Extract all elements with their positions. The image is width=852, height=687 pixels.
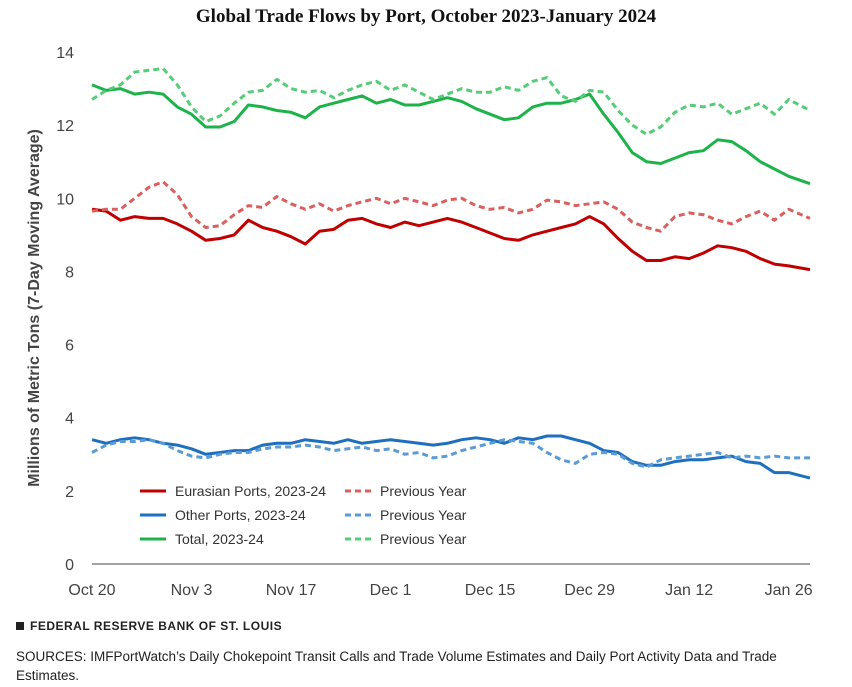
brand-square-icon: [16, 622, 24, 630]
x-tick-label: Nov 17: [266, 582, 317, 599]
y-tick-label: 4: [65, 411, 74, 428]
y-tick-label: 8: [65, 264, 74, 281]
y-tick-label: 10: [56, 191, 74, 208]
x-tick-label: Jan 26: [765, 582, 813, 599]
chart-title: Global Trade Flows by Port, October 2023…: [195, 6, 657, 27]
chart-legend: Eurasian Ports, 2023-24 Previous Year Othe…: [140, 483, 467, 547]
legend-label-0: Eurasian Ports, 2023-24: [175, 483, 326, 499]
x-tick-label: Dec 29: [564, 582, 615, 599]
brand-text: FEDERAL RESERVE BANK OF ST. LOUIS: [30, 619, 283, 633]
x-tick-label: Nov 3: [171, 582, 213, 599]
series-line-3: [91, 438, 810, 469]
y-tick-label: 6: [65, 338, 74, 355]
footer-brand: FEDERAL RESERVE BANK OF ST. LOUIS: [16, 619, 282, 633]
series-line-5: [91, 67, 811, 136]
y-tick-label: 0: [65, 557, 74, 574]
chart-series: [91, 67, 811, 480]
legend-label-3: Previous Year: [380, 507, 467, 523]
series-line-2: [91, 434, 811, 480]
legend-label-1: Previous Year: [380, 483, 467, 499]
line-chart: 0 2 4 6 8 10 12 14 Oct 20 Nov 3 Nov 17 Dec 1 Dec 15 D…: [26, 45, 813, 599]
series-line-1: [91, 180, 811, 233]
x-tick-label: Dec 15: [465, 582, 516, 599]
series-line-4: [91, 83, 811, 186]
legend-label-5: Previous Year: [380, 531, 467, 547]
legend-label-2: Other Ports, 2023-24: [175, 507, 306, 523]
y-tick-label: 14: [56, 45, 74, 62]
x-tick-label: Jan 12: [665, 582, 713, 599]
y-tick-label: 2: [65, 484, 74, 501]
legend-label-4: Total, 2023-24: [175, 531, 264, 547]
series-line-0: [91, 207, 811, 272]
y-tick-label: 12: [56, 118, 74, 135]
sources-note: SOURCES: IMFPortWatch’s Daily Chokepoint…: [16, 649, 777, 683]
chart-axes: 0 2 4 6 8 10 12 14 Oct 20 Nov 3 Nov 17 Dec 1 Dec 15 D…: [26, 45, 813, 599]
x-tick-label: Oct 20: [68, 582, 115, 599]
x-tick-label: Dec 1: [370, 582, 412, 599]
y-axis-label: Millions of Metric Tons (7-Day Moving Av…: [26, 129, 43, 487]
